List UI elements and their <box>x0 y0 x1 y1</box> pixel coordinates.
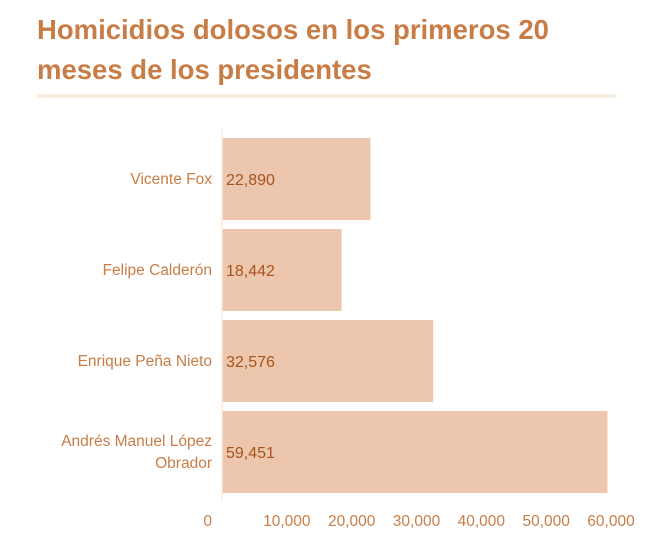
bar <box>222 411 608 493</box>
x-axis-ticks-group: 0 10,000 20,000 30,000 40,000 50,000 60,000 <box>203 513 635 530</box>
category-label-line: Andrés Manuel López <box>61 433 212 450</box>
x-tick-label: 50,000 <box>522 513 570 530</box>
bar-value-label: 32,576 <box>226 354 275 371</box>
value-labels-group: 22,890 18,442 32,576 59,451 <box>226 172 275 462</box>
x-tick-label: 30,000 <box>393 513 441 530</box>
category-label-line: Enrique Peña Nieto <box>78 353 212 370</box>
bar <box>222 138 371 220</box>
category-label-line: Obrador <box>155 455 212 472</box>
x-tick-label: 0 <box>203 513 212 530</box>
bar-value-label: 59,451 <box>226 445 275 462</box>
bar <box>222 229 342 311</box>
x-tick-label: 20,000 <box>328 513 376 530</box>
bar-value-label: 22,890 <box>226 172 275 189</box>
title-divider <box>37 94 616 98</box>
x-tick-label: 60,000 <box>587 513 635 530</box>
category-label-line: Felipe Calderón <box>103 262 212 279</box>
bar-value-label: 18,442 <box>226 263 275 280</box>
bars-group <box>222 138 608 493</box>
category-label: Enrique Peña Nieto <box>78 353 212 370</box>
category-label-line: Vicente Fox <box>130 171 212 188</box>
x-tick-label: 40,000 <box>458 513 506 530</box>
category-label: Andrés Manuel López Obrador <box>61 433 212 472</box>
x-tick-label: 10,000 <box>263 513 311 530</box>
category-label: Felipe Calderón <box>103 262 212 279</box>
bar <box>222 320 434 402</box>
category-label: Vicente Fox <box>130 171 212 188</box>
category-labels-group: Vicente Fox Felipe Calderón Enrique Peña N… <box>61 171 212 472</box>
chart-title: Homicidios dolosos en los primeros 20 me… <box>37 14 549 85</box>
